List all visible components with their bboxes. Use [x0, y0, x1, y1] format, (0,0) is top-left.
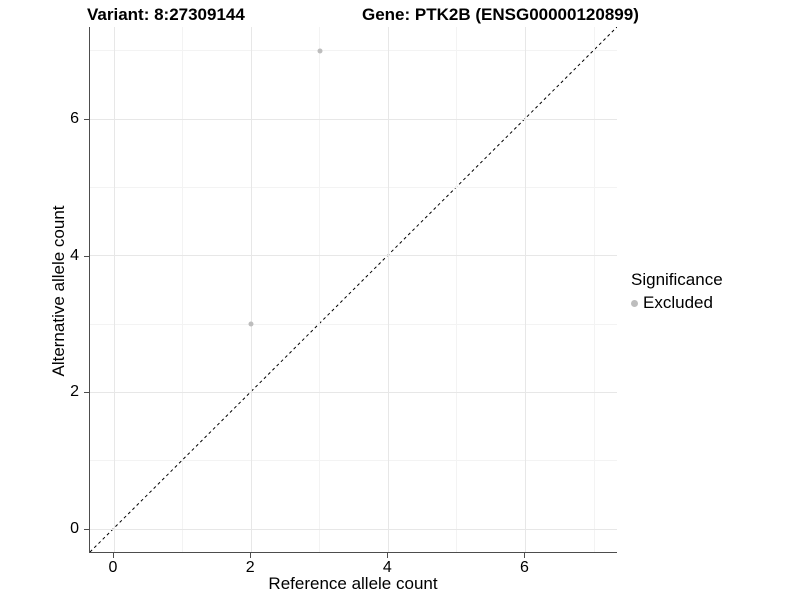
plot-panel — [89, 27, 617, 553]
x-tick-mark — [524, 553, 526, 558]
variant-title: Variant: 8:27309144 — [87, 5, 245, 24]
gridline-y-minor — [90, 50, 617, 52]
identity-line-svg — [90, 27, 617, 552]
gridline-y-major — [90, 391, 617, 393]
y-tick-label: 0 — [70, 520, 79, 538]
y-tick-mark — [84, 119, 89, 121]
y-tick-label: 2 — [70, 383, 79, 401]
x-axis-title: Reference allele count — [268, 574, 438, 593]
y-tick-mark — [84, 392, 89, 394]
x-tick-label: 0 — [108, 559, 118, 576]
x-tick-label: 2 — [245, 559, 255, 576]
x-tick-label: 6 — [519, 559, 529, 576]
gridline-y-minor — [90, 187, 617, 189]
gridline-x-minor — [319, 27, 321, 552]
gridline-x-major — [387, 27, 389, 552]
y-tick-label: 6 — [70, 110, 79, 128]
y-axis-title: Alternative allele count — [49, 205, 68, 377]
gridline-y-minor — [90, 460, 617, 462]
y-tick-mark — [84, 255, 89, 257]
gridline-x-major — [113, 27, 115, 552]
gridline-x-major — [250, 27, 252, 552]
legend: Significance Excluded — [631, 270, 723, 313]
data-point — [248, 321, 254, 327]
y-tick-mark — [84, 529, 89, 531]
legend-item-excluded: Excluded — [631, 293, 723, 313]
gene-title: Gene: PTK2B (ENSG00000120899) — [362, 5, 639, 24]
x-tick-label: 4 — [382, 559, 392, 576]
gridline-y-major — [90, 118, 617, 120]
gridline-x-minor — [456, 27, 458, 552]
legend-title: Significance — [631, 270, 723, 289]
gridline-x-minor — [182, 27, 184, 552]
legend-item-label: Excluded — [643, 293, 713, 312]
legend-point-icon — [631, 299, 638, 307]
x-tick-mark — [113, 553, 114, 558]
identity-line — [90, 27, 617, 552]
gridline-x-major — [524, 27, 526, 552]
gridline-x-minor — [593, 27, 595, 552]
data-point — [317, 48, 323, 54]
gridline-y-minor — [90, 323, 617, 325]
x-tick-mark — [387, 553, 389, 558]
gridline-y-major — [90, 528, 617, 530]
x-tick-mark — [250, 553, 252, 558]
gridline-y-major — [90, 255, 617, 257]
y-tick-label: 4 — [70, 246, 79, 264]
